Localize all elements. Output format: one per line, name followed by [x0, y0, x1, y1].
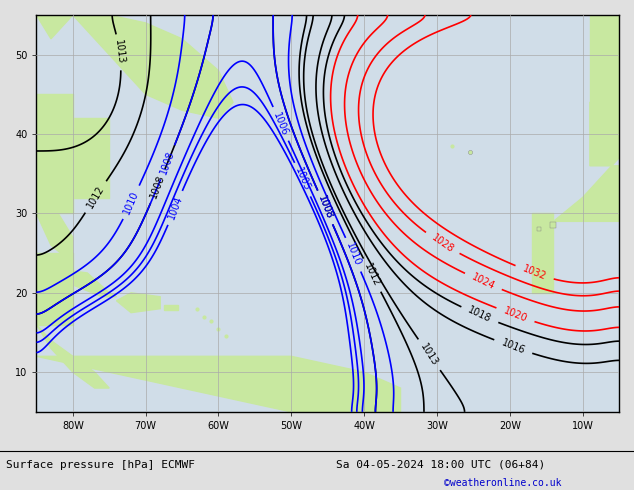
Text: 1024: 1024 [470, 272, 496, 292]
Text: 1020: 1020 [502, 306, 529, 324]
Text: 1018: 1018 [467, 305, 493, 325]
Text: 1016: 1016 [500, 338, 526, 356]
Text: 1008: 1008 [159, 149, 177, 175]
Polygon shape [36, 269, 117, 297]
Text: 1008: 1008 [149, 173, 167, 199]
Polygon shape [36, 356, 401, 412]
Polygon shape [36, 324, 109, 388]
Text: 1010: 1010 [122, 189, 141, 216]
Text: 1005: 1005 [294, 166, 312, 193]
Text: 1010: 1010 [344, 242, 363, 268]
Text: 1008: 1008 [316, 194, 334, 221]
Polygon shape [36, 15, 233, 118]
Polygon shape [590, 102, 619, 166]
Polygon shape [36, 214, 73, 257]
Polygon shape [553, 166, 619, 221]
Text: 1013: 1013 [418, 342, 440, 368]
Text: 1028: 1028 [429, 232, 455, 255]
Text: 1032: 1032 [521, 264, 548, 282]
Text: ©weatheronline.co.uk: ©weatheronline.co.uk [444, 478, 561, 488]
Text: Sa 04-05-2024 18:00 UTC (06+84): Sa 04-05-2024 18:00 UTC (06+84) [336, 460, 545, 470]
Text: 1008: 1008 [316, 194, 334, 221]
Text: Surface pressure [hPa] ECMWF: Surface pressure [hPa] ECMWF [6, 460, 195, 470]
Text: 1013: 1013 [113, 40, 126, 65]
Polygon shape [117, 293, 160, 313]
Text: 1012: 1012 [85, 184, 106, 210]
Text: 1006: 1006 [271, 111, 290, 137]
Text: 1004: 1004 [166, 195, 184, 221]
Text: 1012: 1012 [363, 262, 382, 289]
Polygon shape [164, 305, 178, 310]
